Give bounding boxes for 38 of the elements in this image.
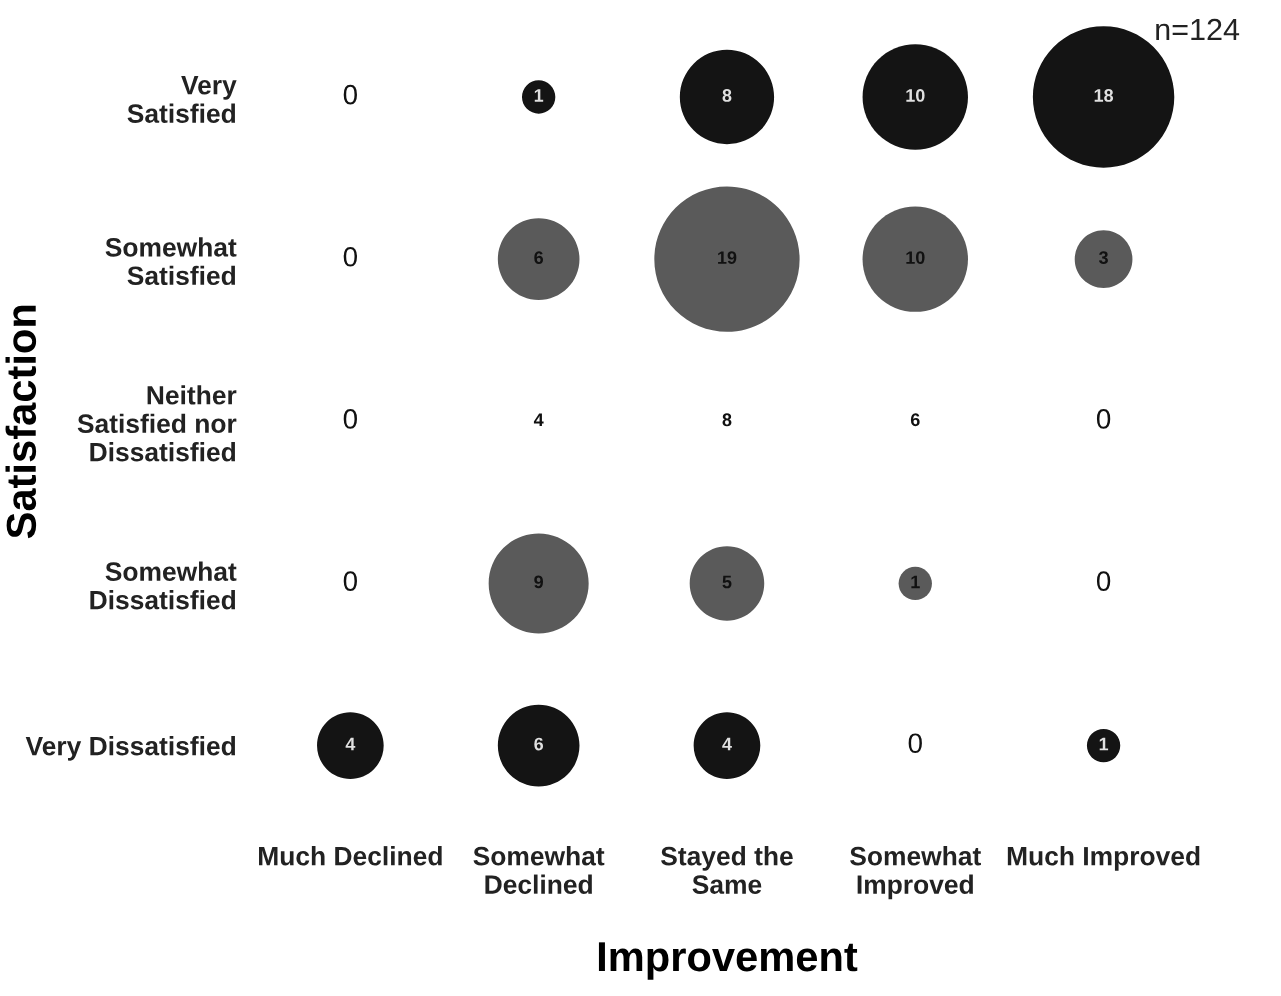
x-tick-label: Much Improved <box>1007 846 1200 871</box>
data-label: 10 <box>906 89 925 102</box>
annotation: n=124 <box>1156 18 1240 41</box>
data-label: 8 <box>722 413 732 427</box>
data-label: 10 <box>906 251 925 265</box>
data-label: 6 <box>534 251 544 265</box>
x-tick-label: Much Declined <box>259 846 442 866</box>
data-label: 0 <box>343 571 357 591</box>
data-label: 1 <box>1099 737 1109 751</box>
data-label: 4 <box>345 737 356 751</box>
data-label: 4 <box>533 413 544 426</box>
data-label: 18 <box>1094 89 1114 102</box>
data-label: 9 <box>534 575 544 589</box>
data-label: 0 <box>1096 409 1111 429</box>
data-label: 0 <box>343 246 357 267</box>
data-label: 3 <box>1098 251 1108 265</box>
data-label: 6 <box>534 737 544 751</box>
data-label: 1 <box>911 575 920 589</box>
y-tick-label: Neither Satisfied nor Dissatisfied <box>77 385 237 462</box>
data-label: 19 <box>718 251 737 265</box>
y-tick-label: Somewhat Satisfied <box>105 237 237 286</box>
data-label: 8 <box>722 89 732 102</box>
x-tick-label: Somewhat Improved <box>850 846 981 900</box>
x-tick-label: Somewhat Declined <box>473 846 605 894</box>
y-tick-label: Very Satisfied <box>127 76 237 123</box>
data-label: 0 <box>343 409 357 429</box>
data-label: 0 <box>1096 571 1111 591</box>
data-label: 1 <box>534 89 544 102</box>
y-tick-label: Very Dissatisfied <box>25 736 236 761</box>
x-tick-label: Stayed the Same <box>661 846 793 894</box>
data-label: 0 <box>908 733 922 754</box>
y-axis-title: Satisfaction <box>5 305 37 539</box>
x-axis-title: Improvement <box>598 942 858 980</box>
y-tick-label: Somewhat Dissatisfied <box>90 561 237 610</box>
data-label: 6 <box>910 413 920 427</box>
data-label: 5 <box>722 575 732 589</box>
data-label: 4 <box>722 737 732 751</box>
data-label: 0 <box>343 84 357 105</box>
